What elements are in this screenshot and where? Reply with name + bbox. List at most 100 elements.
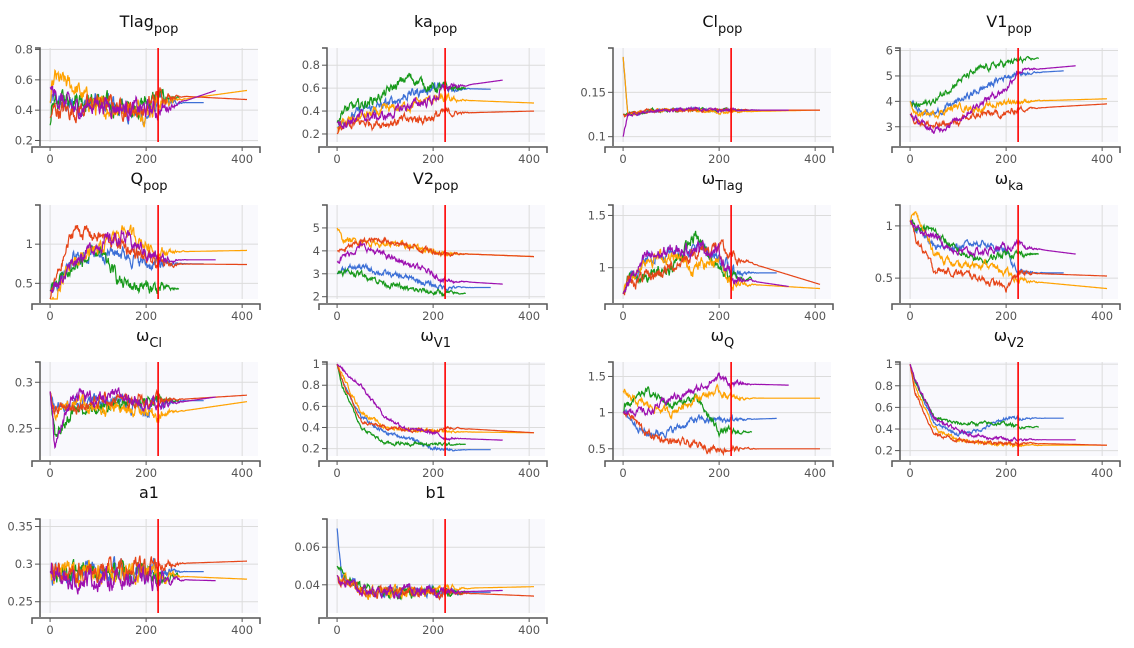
x-tick-label: 0	[46, 309, 53, 320]
chart-title-main: Q	[130, 169, 144, 188]
y-tick-label: 6	[886, 44, 893, 58]
chain-line-5	[622, 106, 790, 137]
x-tick-label: 200	[709, 152, 731, 163]
chain-line-5	[909, 364, 1076, 443]
x-axis	[604, 146, 835, 153]
plot-background	[613, 205, 832, 299]
chart-title-main: ω	[710, 326, 724, 345]
chart-title: ωTlag	[613, 169, 831, 194]
y-tick-label: 0.6	[301, 81, 319, 95]
y-tick-label: 2	[312, 290, 319, 304]
y-tick-label: 0.1	[588, 130, 606, 144]
chart-title-subscript: pop	[434, 179, 459, 194]
x-tick-label: 0	[620, 152, 627, 163]
x-axis	[604, 460, 835, 467]
chart-title: ωQ	[613, 326, 831, 351]
chain-line-4	[336, 575, 534, 601]
chain-line-3	[50, 224, 247, 300]
y-tick-label: 5	[312, 221, 319, 235]
chain-line-4	[336, 106, 534, 135]
chain-line-5	[623, 372, 790, 418]
chart-panel: Clpop 0 200 400 0.1 0.15	[573, 6, 860, 163]
y-axis	[321, 204, 328, 303]
y-tick-label: 1	[886, 219, 893, 233]
chart-svg: 0 200 400 0.5 1	[15, 204, 261, 320]
plot-background	[40, 519, 258, 613]
x-tick-label: 0	[333, 152, 340, 163]
chain-line-5	[49, 85, 216, 122]
y-tick-label: 0.4	[301, 420, 319, 434]
x-axis	[604, 303, 835, 310]
chart-panel: ωQ 0 200 400 0.5 1 1.5	[573, 320, 860, 477]
y-axis	[895, 204, 901, 303]
chain-line-3	[909, 97, 1108, 120]
chain-line-4	[50, 555, 247, 585]
x-tick-label: 400	[1091, 466, 1113, 477]
y-tick-label: 3	[312, 267, 319, 281]
chain-line-5	[49, 387, 216, 450]
chart-title-subscript: V2	[1007, 336, 1025, 351]
chart-svg: 0 200 400 2 3 4 5	[312, 204, 548, 320]
y-tick-label: 0.6	[301, 399, 319, 413]
x-tick-label: 0	[620, 309, 627, 320]
plot-background	[613, 48, 832, 142]
chart-svg: 0 200 400 0.5 1	[875, 204, 1121, 320]
chart-panel: ωTlag 0 200 400 1 1.5	[573, 163, 860, 320]
x-tick-label: 0	[907, 466, 914, 477]
x-tick-label: 0	[333, 466, 340, 477]
x-tick-label: 0	[333, 623, 340, 634]
chart-title-main: ka	[414, 12, 433, 31]
chart-title-subscript: Cl	[149, 336, 163, 351]
y-tick-label: 0.04	[294, 578, 320, 592]
y-tick-label: 0.5	[588, 442, 606, 456]
y-tick-label: 0.8	[15, 43, 33, 57]
plot-background	[40, 48, 258, 142]
chain-line-4	[909, 103, 1108, 130]
y-tick-label: 1	[26, 237, 33, 251]
y-tick-label: 0.06	[294, 540, 320, 554]
x-tick-label: 400	[231, 152, 253, 163]
x-axis	[31, 146, 261, 153]
chain-line-5	[336, 575, 503, 600]
x-axis	[891, 460, 1121, 467]
x-tick-label: 400	[805, 309, 827, 320]
chart-title: V2pop	[327, 169, 545, 194]
chain-line-5	[909, 219, 1076, 259]
chart-title: V1pop	[900, 12, 1118, 37]
chart-title: a1	[40, 483, 258, 508]
chart-title-subscript: pop	[153, 22, 179, 37]
y-tick-label: 0.5	[15, 276, 33, 290]
chart-title: Tlagpop	[40, 12, 258, 37]
chain-line-4	[49, 87, 247, 124]
x-tick-label: 0	[46, 623, 53, 634]
chart-title-main: a1	[139, 483, 159, 502]
chain-line-5	[622, 239, 790, 295]
y-tick-label: 0.6	[15, 73, 33, 87]
y-axis	[608, 204, 615, 303]
y-tick-label: 5	[886, 69, 893, 83]
y-tick-label: 0.35	[7, 520, 33, 534]
x-tick-label: 400	[518, 623, 540, 634]
chart-title: b1	[327, 483, 545, 508]
chart-panel: a1 0 200 400 0.25 0.3 0.35	[0, 477, 287, 634]
x-axis	[891, 146, 1121, 153]
chart-title: Qpop	[40, 169, 258, 194]
y-tick-label: 0.3	[15, 557, 33, 571]
y-axis	[35, 47, 41, 146]
chart-svg: 0 200 400 0.2 0.4 0.6 0.8	[15, 43, 261, 163]
chart-svg: 0 200 400 1 1.5	[588, 204, 835, 320]
chart-panel: kapop 0 200 400 0.2 0.4 0.6 0.8	[287, 6, 574, 163]
y-tick-label: 0.8	[875, 379, 893, 393]
x-axis	[317, 303, 548, 310]
chain-line-4	[336, 236, 534, 258]
y-tick-label: 0.2	[301, 442, 319, 456]
x-tick-label: 200	[995, 152, 1017, 163]
y-tick-label: 1	[312, 357, 319, 371]
x-tick-label: 400	[1091, 309, 1113, 320]
chart-panel: V2pop 0 200 400 2 3 4 5	[287, 163, 574, 320]
chain-line-1	[909, 70, 1064, 118]
chart-title-main: b1	[425, 483, 446, 502]
chart-title-subscript: ka	[1008, 179, 1024, 194]
y-tick-label: 0.4	[301, 104, 319, 118]
